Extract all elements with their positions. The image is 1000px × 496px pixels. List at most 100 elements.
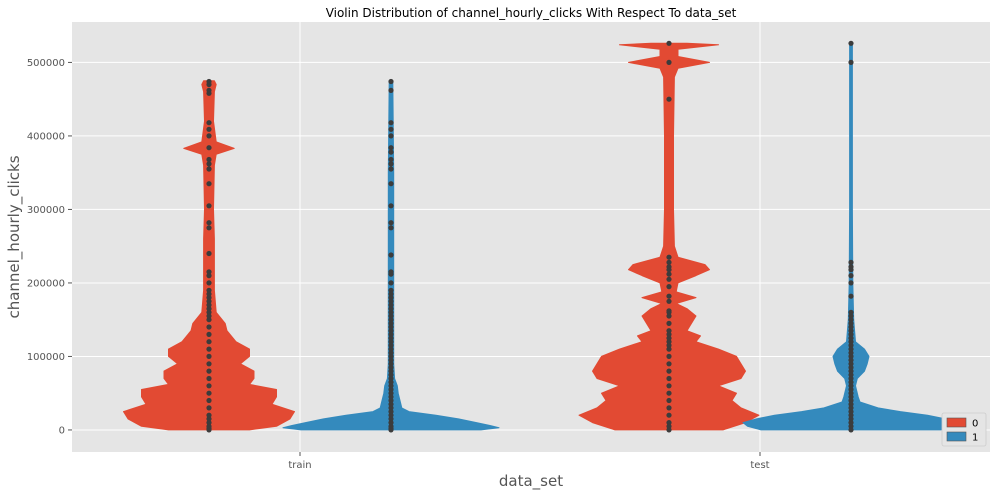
data-point xyxy=(388,346,394,352)
data-point xyxy=(848,309,854,315)
data-point xyxy=(388,409,394,415)
data-point xyxy=(388,361,394,367)
data-point xyxy=(848,416,854,422)
data-point xyxy=(666,405,672,411)
data-point xyxy=(848,394,854,400)
data-point xyxy=(666,96,672,102)
data-point xyxy=(666,328,672,334)
y-tick-label: 200000 xyxy=(27,278,65,289)
data-points xyxy=(206,40,854,433)
data-point xyxy=(206,78,212,85)
data-point xyxy=(666,59,672,65)
data-point xyxy=(206,145,212,151)
data-point xyxy=(848,259,854,265)
data-point xyxy=(206,269,212,275)
data-point xyxy=(848,397,854,404)
data-point xyxy=(388,412,394,418)
data-point xyxy=(666,298,672,304)
data-point xyxy=(206,339,212,345)
data-point xyxy=(388,120,394,126)
data-point xyxy=(666,276,672,282)
data-point xyxy=(206,306,212,312)
data-point xyxy=(206,375,212,382)
data-point xyxy=(388,379,394,385)
data-point xyxy=(388,149,394,155)
y-tick-label: 300000 xyxy=(27,205,65,216)
data-point xyxy=(388,291,394,297)
data-point xyxy=(388,401,394,407)
data-point xyxy=(206,331,212,337)
data-point xyxy=(206,181,212,187)
data-point xyxy=(388,357,394,363)
data-point xyxy=(848,335,854,341)
data-point xyxy=(388,269,394,275)
data-point xyxy=(388,328,394,334)
data-point xyxy=(206,166,212,172)
data-point xyxy=(848,423,854,429)
data-point xyxy=(848,427,854,433)
data-point xyxy=(206,203,212,209)
data-point xyxy=(206,133,212,139)
data-point xyxy=(388,416,394,422)
data-point xyxy=(206,412,212,418)
data-point xyxy=(666,412,672,418)
data-point xyxy=(666,427,672,433)
data-point xyxy=(388,133,394,139)
data-point xyxy=(666,254,672,260)
data-point xyxy=(666,284,672,290)
data-point xyxy=(848,317,854,323)
y-tick-label: 400000 xyxy=(27,131,65,142)
data-point xyxy=(666,397,672,404)
data-point xyxy=(388,295,394,301)
data-point xyxy=(388,280,394,286)
data-point xyxy=(666,293,672,299)
data-point xyxy=(666,339,672,345)
data-point xyxy=(848,280,854,286)
data-point xyxy=(206,383,212,389)
data-point xyxy=(388,390,394,396)
data-point xyxy=(206,397,212,404)
data-point xyxy=(848,361,854,367)
data-point xyxy=(848,313,854,319)
data-point xyxy=(206,156,212,163)
data-point xyxy=(848,368,854,374)
data-point xyxy=(388,405,394,411)
data-point xyxy=(388,324,394,330)
legend-label-0: 0 xyxy=(972,419,978,430)
data-point xyxy=(848,420,854,426)
data-point xyxy=(848,339,854,345)
data-point xyxy=(848,401,854,407)
x-tick-label: test xyxy=(750,460,769,471)
data-point xyxy=(388,350,394,356)
data-point xyxy=(848,346,854,352)
data-point xyxy=(206,280,212,286)
data-point xyxy=(848,412,854,418)
x-axis-ticks: train test xyxy=(288,452,770,471)
data-point xyxy=(848,386,854,393)
data-point xyxy=(206,120,212,126)
data-point xyxy=(206,317,212,323)
data-point xyxy=(848,383,854,389)
data-point xyxy=(848,350,854,356)
data-point xyxy=(848,264,854,270)
y-tick-label: 100000 xyxy=(27,352,65,363)
data-point xyxy=(388,166,394,172)
data-point xyxy=(206,250,212,257)
data-point xyxy=(848,353,854,359)
x-tick-label: train xyxy=(288,460,311,471)
data-point xyxy=(388,420,394,426)
data-point xyxy=(388,368,394,374)
data-point xyxy=(206,390,212,396)
data-point xyxy=(666,320,672,326)
data-point xyxy=(388,353,394,359)
y-tick-label: 500000 xyxy=(27,58,65,69)
legend-label-1: 1 xyxy=(972,433,978,444)
data-point xyxy=(388,287,394,293)
data-point xyxy=(666,375,672,382)
data-point xyxy=(388,181,394,187)
data-point xyxy=(206,361,212,367)
y-tick-label: 0 xyxy=(59,425,65,436)
data-point xyxy=(666,264,672,270)
data-point xyxy=(206,423,212,429)
